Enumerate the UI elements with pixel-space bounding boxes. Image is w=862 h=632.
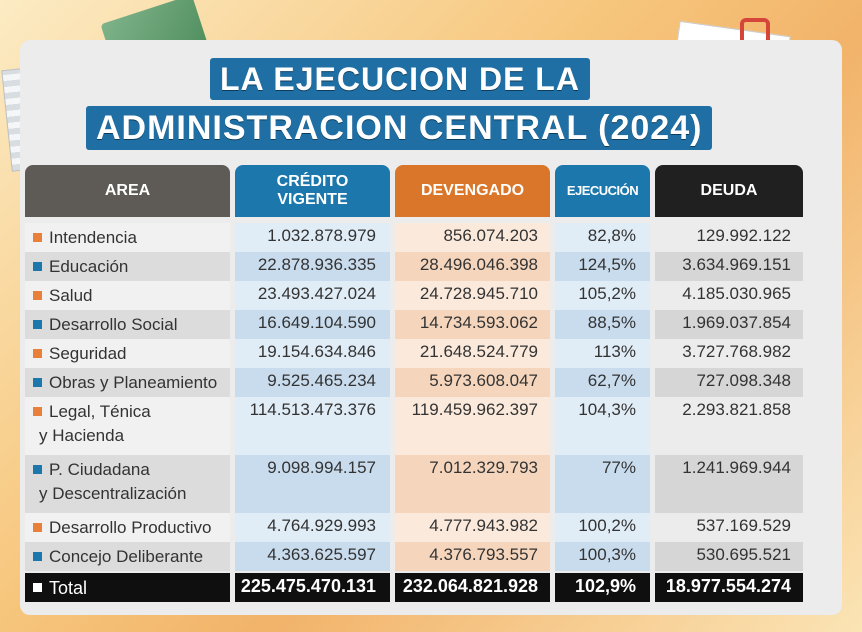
table-row: Concejo Deliberante 4.363.625.597 4.376.79… bbox=[25, 542, 803, 571]
area-cell: Concejo Deliberante bbox=[25, 542, 230, 571]
credito-cell: 4.363.625.597 bbox=[235, 542, 390, 571]
ejecucion-cell: 82,8% bbox=[555, 223, 650, 252]
square-bullet-icon bbox=[33, 523, 42, 532]
header-area: AREA bbox=[25, 165, 230, 217]
table-row: Desarrollo Productivo 4.764.929.993 4.777.… bbox=[25, 513, 803, 542]
devengado-cell: 7.012.329.793 bbox=[395, 455, 550, 513]
area-cell: Educación bbox=[25, 252, 230, 281]
header-credito-line1: CRÉDITO bbox=[276, 173, 349, 190]
square-bullet-icon bbox=[33, 552, 42, 561]
ejecucion-cell: 100,3% bbox=[555, 542, 650, 571]
area-label: Legal, Ténica bbox=[49, 402, 151, 421]
square-bullet-icon bbox=[33, 233, 42, 242]
table-row: Desarrollo Social 16.649.104.590 14.734.59… bbox=[25, 310, 803, 339]
credito-cell: 1.032.878.979 bbox=[235, 223, 390, 252]
ejecucion-cell: 100,2% bbox=[555, 513, 650, 542]
ejecucion-cell: 62,7% bbox=[555, 368, 650, 397]
area-label: P. Ciudadana bbox=[49, 460, 150, 479]
square-bullet-icon bbox=[33, 320, 42, 329]
table-row: Legal, Ténica y Hacienda 114.513.473.376 11… bbox=[25, 397, 803, 455]
area-cell: Intendencia bbox=[25, 223, 230, 252]
table-row: Intendencia 1.032.878.979 856.074.203 82,8%… bbox=[25, 223, 803, 252]
devengado-cell: 856.074.203 bbox=[395, 223, 550, 252]
square-bullet-icon bbox=[33, 291, 42, 300]
area-cell: Seguridad bbox=[25, 339, 230, 368]
table-row: Salud 23.493.427.024 24.728.945.710 105,2% 4… bbox=[25, 281, 803, 310]
total-row: Total 225.475.470.131 232.064.821.928 10… bbox=[25, 573, 803, 602]
area-label: Desarrollo Social bbox=[49, 315, 178, 334]
area-label: Concejo Deliberante bbox=[49, 547, 204, 566]
devengado-cell: 28.496.046.398 bbox=[395, 252, 550, 281]
area-cell: P. Ciudadana y Descentralización bbox=[25, 455, 230, 513]
title-line-1: LA EJECUCION DE LA bbox=[210, 58, 590, 100]
deuda-cell: 3.634.969.151 bbox=[655, 252, 803, 281]
area-label-line2: y Hacienda bbox=[39, 426, 125, 445]
table-row: Obras y Planeamiento 9.525.465.234 5.973.6… bbox=[25, 368, 803, 397]
square-bullet-icon bbox=[33, 349, 42, 358]
area-label: Seguridad bbox=[49, 344, 127, 363]
area-label: Educación bbox=[49, 257, 129, 276]
deuda-cell: 4.185.030.965 bbox=[655, 281, 803, 310]
devengado-cell: 5.973.608.047 bbox=[395, 368, 550, 397]
deuda-cell: 129.992.122 bbox=[655, 223, 803, 252]
header-deuda: DEUDA bbox=[655, 165, 803, 217]
total-ejecucion-cell: 102,9% bbox=[555, 573, 650, 602]
credito-cell: 4.764.929.993 bbox=[235, 513, 390, 542]
ejecucion-cell: 124,5% bbox=[555, 252, 650, 281]
area-cell: Obras y Planeamiento bbox=[25, 368, 230, 397]
deuda-cell: 2.293.821.858 bbox=[655, 397, 803, 455]
ejecucion-cell: 104,3% bbox=[555, 397, 650, 455]
header-devengado: DEVENGADO bbox=[395, 165, 550, 217]
title-line-2: ADMINISTRACION CENTRAL (2024) bbox=[86, 106, 713, 150]
credito-cell: 19.154.634.846 bbox=[235, 339, 390, 368]
devengado-cell: 4.777.943.982 bbox=[395, 513, 550, 542]
area-cell: Desarrollo Productivo bbox=[25, 513, 230, 542]
total-devengado-cell: 232.064.821.928 bbox=[395, 573, 550, 602]
devengado-cell: 4.376.793.557 bbox=[395, 542, 550, 571]
ejecucion-cell: 105,2% bbox=[555, 281, 650, 310]
table-row: P. Ciudadana y Descentralización 9.098.994… bbox=[25, 455, 803, 513]
total-label: Total bbox=[49, 578, 88, 598]
deuda-cell: 3.727.768.982 bbox=[655, 339, 803, 368]
table-row: Educación 22.878.936.335 28.496.046.398 124… bbox=[25, 252, 803, 281]
credito-cell: 9.525.465.234 bbox=[235, 368, 390, 397]
total-deuda-cell: 18.977.554.274 bbox=[655, 573, 803, 602]
credito-cell: 22.878.936.335 bbox=[235, 252, 390, 281]
area-cell: Salud bbox=[25, 281, 230, 310]
square-bullet-icon bbox=[33, 465, 42, 474]
area-label: Intendencia bbox=[49, 228, 137, 247]
credito-cell: 9.098.994.157 bbox=[235, 455, 390, 513]
credito-cell: 23.493.427.024 bbox=[235, 281, 390, 310]
white-square-icon bbox=[33, 583, 42, 592]
ejecucion-cell: 88,5% bbox=[555, 310, 650, 339]
square-bullet-icon bbox=[33, 262, 42, 271]
deuda-cell: 1.969.037.854 bbox=[655, 310, 803, 339]
devengado-cell: 24.728.945.710 bbox=[395, 281, 550, 310]
square-bullet-icon bbox=[33, 378, 42, 387]
deuda-cell: 530.695.521 bbox=[655, 542, 803, 571]
credito-cell: 114.513.473.376 bbox=[235, 397, 390, 455]
area-label-line2: y Descentralización bbox=[39, 484, 187, 503]
header-credito-line2: VIGENTE bbox=[277, 191, 348, 208]
ejecucion-cell: 77% bbox=[555, 455, 650, 513]
deuda-cell: 727.098.348 bbox=[655, 368, 803, 397]
area-cell: Desarrollo Social bbox=[25, 310, 230, 339]
devengado-cell: 14.734.593.062 bbox=[395, 310, 550, 339]
header-ejecucion: EJECUCIÓN bbox=[555, 165, 650, 217]
deuda-cell: 1.241.969.944 bbox=[655, 455, 803, 513]
devengado-cell: 21.648.524.779 bbox=[395, 339, 550, 368]
header-credito-vigente: CRÉDITO VIGENTE bbox=[235, 165, 390, 217]
total-credito-cell: 225.475.470.131 bbox=[235, 573, 390, 602]
area-label: Salud bbox=[49, 286, 93, 305]
ejecucion-cell: 113% bbox=[555, 339, 650, 368]
area-label: Desarrollo Productivo bbox=[49, 518, 212, 537]
deuda-cell: 537.169.529 bbox=[655, 513, 803, 542]
devengado-cell: 119.459.962.397 bbox=[395, 397, 550, 455]
credito-cell: 16.649.104.590 bbox=[235, 310, 390, 339]
area-label: Obras y Planeamiento bbox=[49, 373, 218, 392]
square-bullet-icon bbox=[33, 407, 42, 416]
table-row: Seguridad 19.154.634.846 21.648.524.779 113… bbox=[25, 339, 803, 368]
area-cell: Legal, Ténica y Hacienda bbox=[25, 397, 230, 455]
total-area-cell: Total bbox=[25, 573, 230, 602]
